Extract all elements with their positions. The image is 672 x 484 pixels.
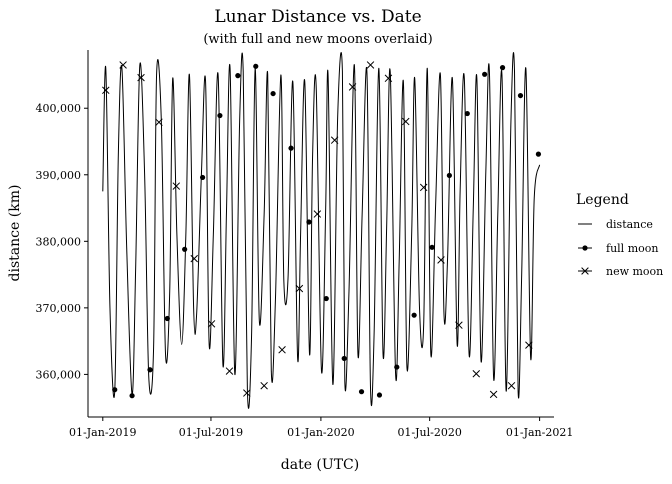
full-moon-point xyxy=(376,392,383,398)
legend: Legend distance full moon new moon xyxy=(576,192,663,278)
full-moon-point xyxy=(199,174,206,181)
full-moon-point xyxy=(217,112,223,119)
x-tick-label: 01-Jul-2020 xyxy=(397,426,461,439)
full-moon-point xyxy=(411,312,417,318)
new-moon-point xyxy=(295,284,304,293)
legend-key-full-moon xyxy=(582,245,588,251)
new-moon-point xyxy=(330,136,339,144)
new-moon-point xyxy=(489,390,498,399)
plot-area xyxy=(102,52,542,409)
y-tick-label: 360,000 xyxy=(36,368,82,381)
full-moon-point xyxy=(535,151,542,157)
new-moon-point xyxy=(366,61,375,69)
full-moon-point xyxy=(517,92,524,99)
x-axis-label: date (UTC) xyxy=(281,457,359,473)
new-moon-point xyxy=(507,381,516,390)
x-tick-label: 01-Jan-2019 xyxy=(69,426,136,439)
x-tick-label: 01-Jan-2021 xyxy=(506,426,573,439)
y-tick-label: 380,000 xyxy=(36,235,82,248)
new-moon-point xyxy=(313,210,322,218)
new-moon-point xyxy=(260,381,268,390)
y-tick-label: 390,000 xyxy=(36,169,82,182)
y-axis-ticks: 360,000 370,000 380,000 390,000 400,000 xyxy=(36,102,88,381)
full-moon-point xyxy=(288,145,294,151)
new-moon-point xyxy=(455,321,463,329)
full-moon-point xyxy=(482,71,488,77)
new-moon-point xyxy=(119,61,127,69)
new-moon-point xyxy=(384,74,393,83)
full-moon-point xyxy=(164,315,170,322)
full-moon-point xyxy=(306,219,312,225)
new-moon-point xyxy=(225,367,234,375)
new-moon-point xyxy=(207,320,216,328)
full-moon-point xyxy=(446,172,452,179)
full-moon-point xyxy=(358,389,365,395)
legend-label: new moon xyxy=(606,265,663,278)
legend-key-new-moon xyxy=(581,267,589,275)
full-moon-point xyxy=(147,367,153,373)
new-moon-point xyxy=(102,86,110,95)
chart-title: Lunar Distance vs. Date xyxy=(214,7,421,27)
full-moon-point xyxy=(341,355,347,362)
x-tick-label: 01-Jan-2020 xyxy=(287,426,354,439)
x-tick-label: 01-Jul-2019 xyxy=(179,426,243,439)
legend-label: distance xyxy=(606,218,653,231)
new-moon-point xyxy=(348,83,357,91)
new-moon-point xyxy=(525,341,533,349)
y-tick-label: 370,000 xyxy=(36,302,82,315)
y-axis-label: distance (km) xyxy=(7,185,23,282)
full-moon-point xyxy=(270,90,276,97)
new-moon-point xyxy=(278,346,286,354)
new-moon-point xyxy=(243,389,251,397)
full-moon-point xyxy=(499,65,506,71)
distance-series-line xyxy=(102,52,541,409)
full-moon-point xyxy=(253,63,259,69)
new-moon-point xyxy=(172,182,181,190)
full-moon-point xyxy=(394,364,400,370)
new-moon-point xyxy=(472,369,481,378)
full-moon-point xyxy=(182,246,188,252)
full-moon-point xyxy=(429,244,435,250)
legend-label: full moon xyxy=(606,242,658,255)
x-axis-ticks: 01-Jan-2019 01-Jul-2019 01-Jan-2020 01-Jul-… xyxy=(69,417,573,439)
full-moon-point xyxy=(112,387,118,393)
new-moon-point xyxy=(137,73,145,82)
new-moon-point xyxy=(437,256,445,264)
full-moon-point xyxy=(235,73,241,79)
legend-title: Legend xyxy=(576,192,629,208)
new-moon-point xyxy=(155,118,163,126)
new-moon-point xyxy=(419,183,428,192)
new-moon-point xyxy=(190,254,198,263)
full-moon-point xyxy=(464,110,470,117)
full-moon-point xyxy=(129,393,135,399)
y-tick-label: 400,000 xyxy=(36,102,82,115)
full-moon-point xyxy=(323,295,329,302)
chart-subtitle: (with full and new moons overlaid) xyxy=(203,32,432,47)
new-moon-point xyxy=(402,117,410,126)
